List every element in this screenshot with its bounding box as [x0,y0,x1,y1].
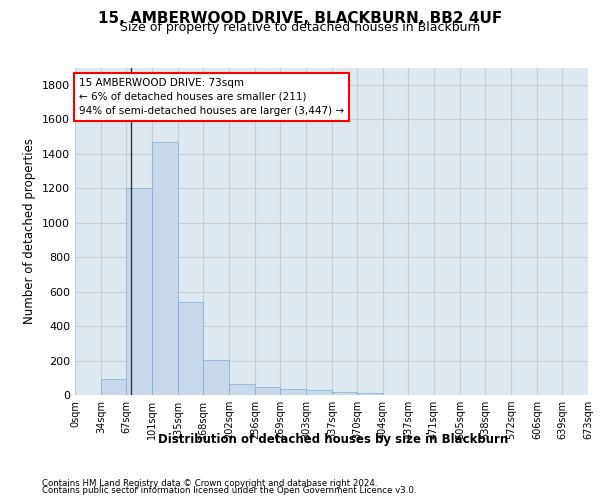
Bar [126,188,152,395]
Bar [178,302,203,395]
Text: Distribution of detached houses by size in Blackburn: Distribution of detached houses by size … [158,432,508,446]
Text: Contains HM Land Registry data © Crown copyright and database right 2024.: Contains HM Land Registry data © Crown c… [42,478,377,488]
Bar [280,389,306,395]
Text: 15 AMBERWOOD DRIVE: 73sqm
← 6% of detached houses are smaller (211)
94% of semi-: 15 AMBERWOOD DRIVE: 73sqm ← 6% of detach… [79,78,344,116]
Text: Contains public sector information licensed under the Open Government Licence v3: Contains public sector information licen… [42,486,416,495]
Bar [332,392,357,395]
Bar [229,384,255,395]
Bar [101,380,126,395]
Y-axis label: Number of detached properties: Number of detached properties [23,138,37,324]
Bar [255,387,280,395]
Bar [203,360,229,395]
Bar [306,390,332,395]
Text: 15, AMBERWOOD DRIVE, BLACKBURN, BB2 4UF: 15, AMBERWOOD DRIVE, BLACKBURN, BB2 4UF [98,11,502,26]
Bar [152,142,178,395]
Text: Size of property relative to detached houses in Blackburn: Size of property relative to detached ho… [120,22,480,35]
Bar [357,393,383,395]
